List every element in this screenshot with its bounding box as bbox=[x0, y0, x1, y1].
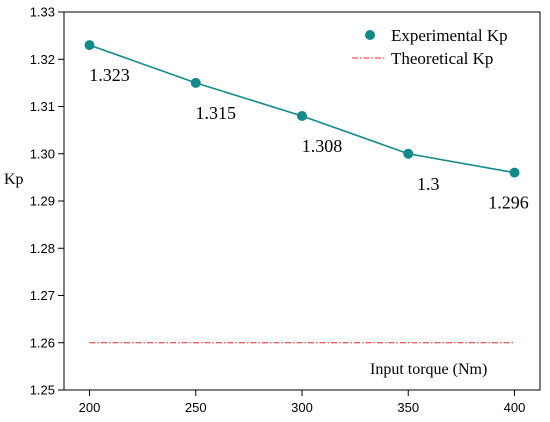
series-layer bbox=[84, 40, 520, 344]
data-point bbox=[84, 40, 95, 51]
x-tick-label: 300 bbox=[291, 400, 313, 415]
y-tick-label: 1.30 bbox=[30, 146, 55, 161]
data-point bbox=[509, 167, 520, 178]
data-labels: 1.323 1.315 1.308 1.3 1.296 bbox=[89, 65, 529, 213]
x-tick-label: 250 bbox=[185, 400, 207, 415]
x-axis-ticks: 200 250 300 350 400 bbox=[79, 390, 526, 415]
y-axis-title: Kp bbox=[4, 171, 24, 188]
data-point bbox=[190, 77, 201, 88]
legend: Experimental Kp Theoretical Kp bbox=[352, 26, 508, 68]
data-label: 1.323 bbox=[89, 65, 130, 85]
data-label: 1.315 bbox=[196, 103, 237, 123]
y-tick-label: 1.33 bbox=[30, 5, 55, 20]
x-axis-title: Input torque (Nm) bbox=[370, 361, 487, 378]
y-tick-label: 1.28 bbox=[30, 241, 55, 256]
plot-frame bbox=[63, 11, 541, 391]
x-tick-label: 350 bbox=[397, 400, 419, 415]
y-tick-label: 1.27 bbox=[30, 288, 55, 303]
data-point bbox=[403, 148, 414, 159]
data-label: 1.308 bbox=[302, 136, 343, 156]
x-tick-label: 400 bbox=[504, 400, 526, 415]
legend-label-experimental: Experimental Kp bbox=[391, 26, 508, 45]
y-tick-label: 1.29 bbox=[30, 194, 55, 209]
y-axis-ticks: 1.25 1.26 1.27 1.28 1.29 1.30 1.31 1.32 1.33 bbox=[30, 5, 64, 398]
legend-label-theoretical: Theoretical Kp bbox=[391, 49, 493, 68]
data-label: 1.3 bbox=[417, 174, 440, 194]
data-label: 1.296 bbox=[488, 193, 529, 213]
y-tick-label: 1.31 bbox=[30, 99, 55, 114]
x-tick-label: 200 bbox=[79, 400, 101, 415]
legend-marker-experimental bbox=[365, 30, 375, 40]
y-tick-label: 1.25 bbox=[30, 383, 55, 398]
data-point bbox=[297, 110, 307, 121]
y-tick-label: 1.26 bbox=[30, 335, 55, 350]
y-tick-label: 1.32 bbox=[30, 52, 55, 67]
